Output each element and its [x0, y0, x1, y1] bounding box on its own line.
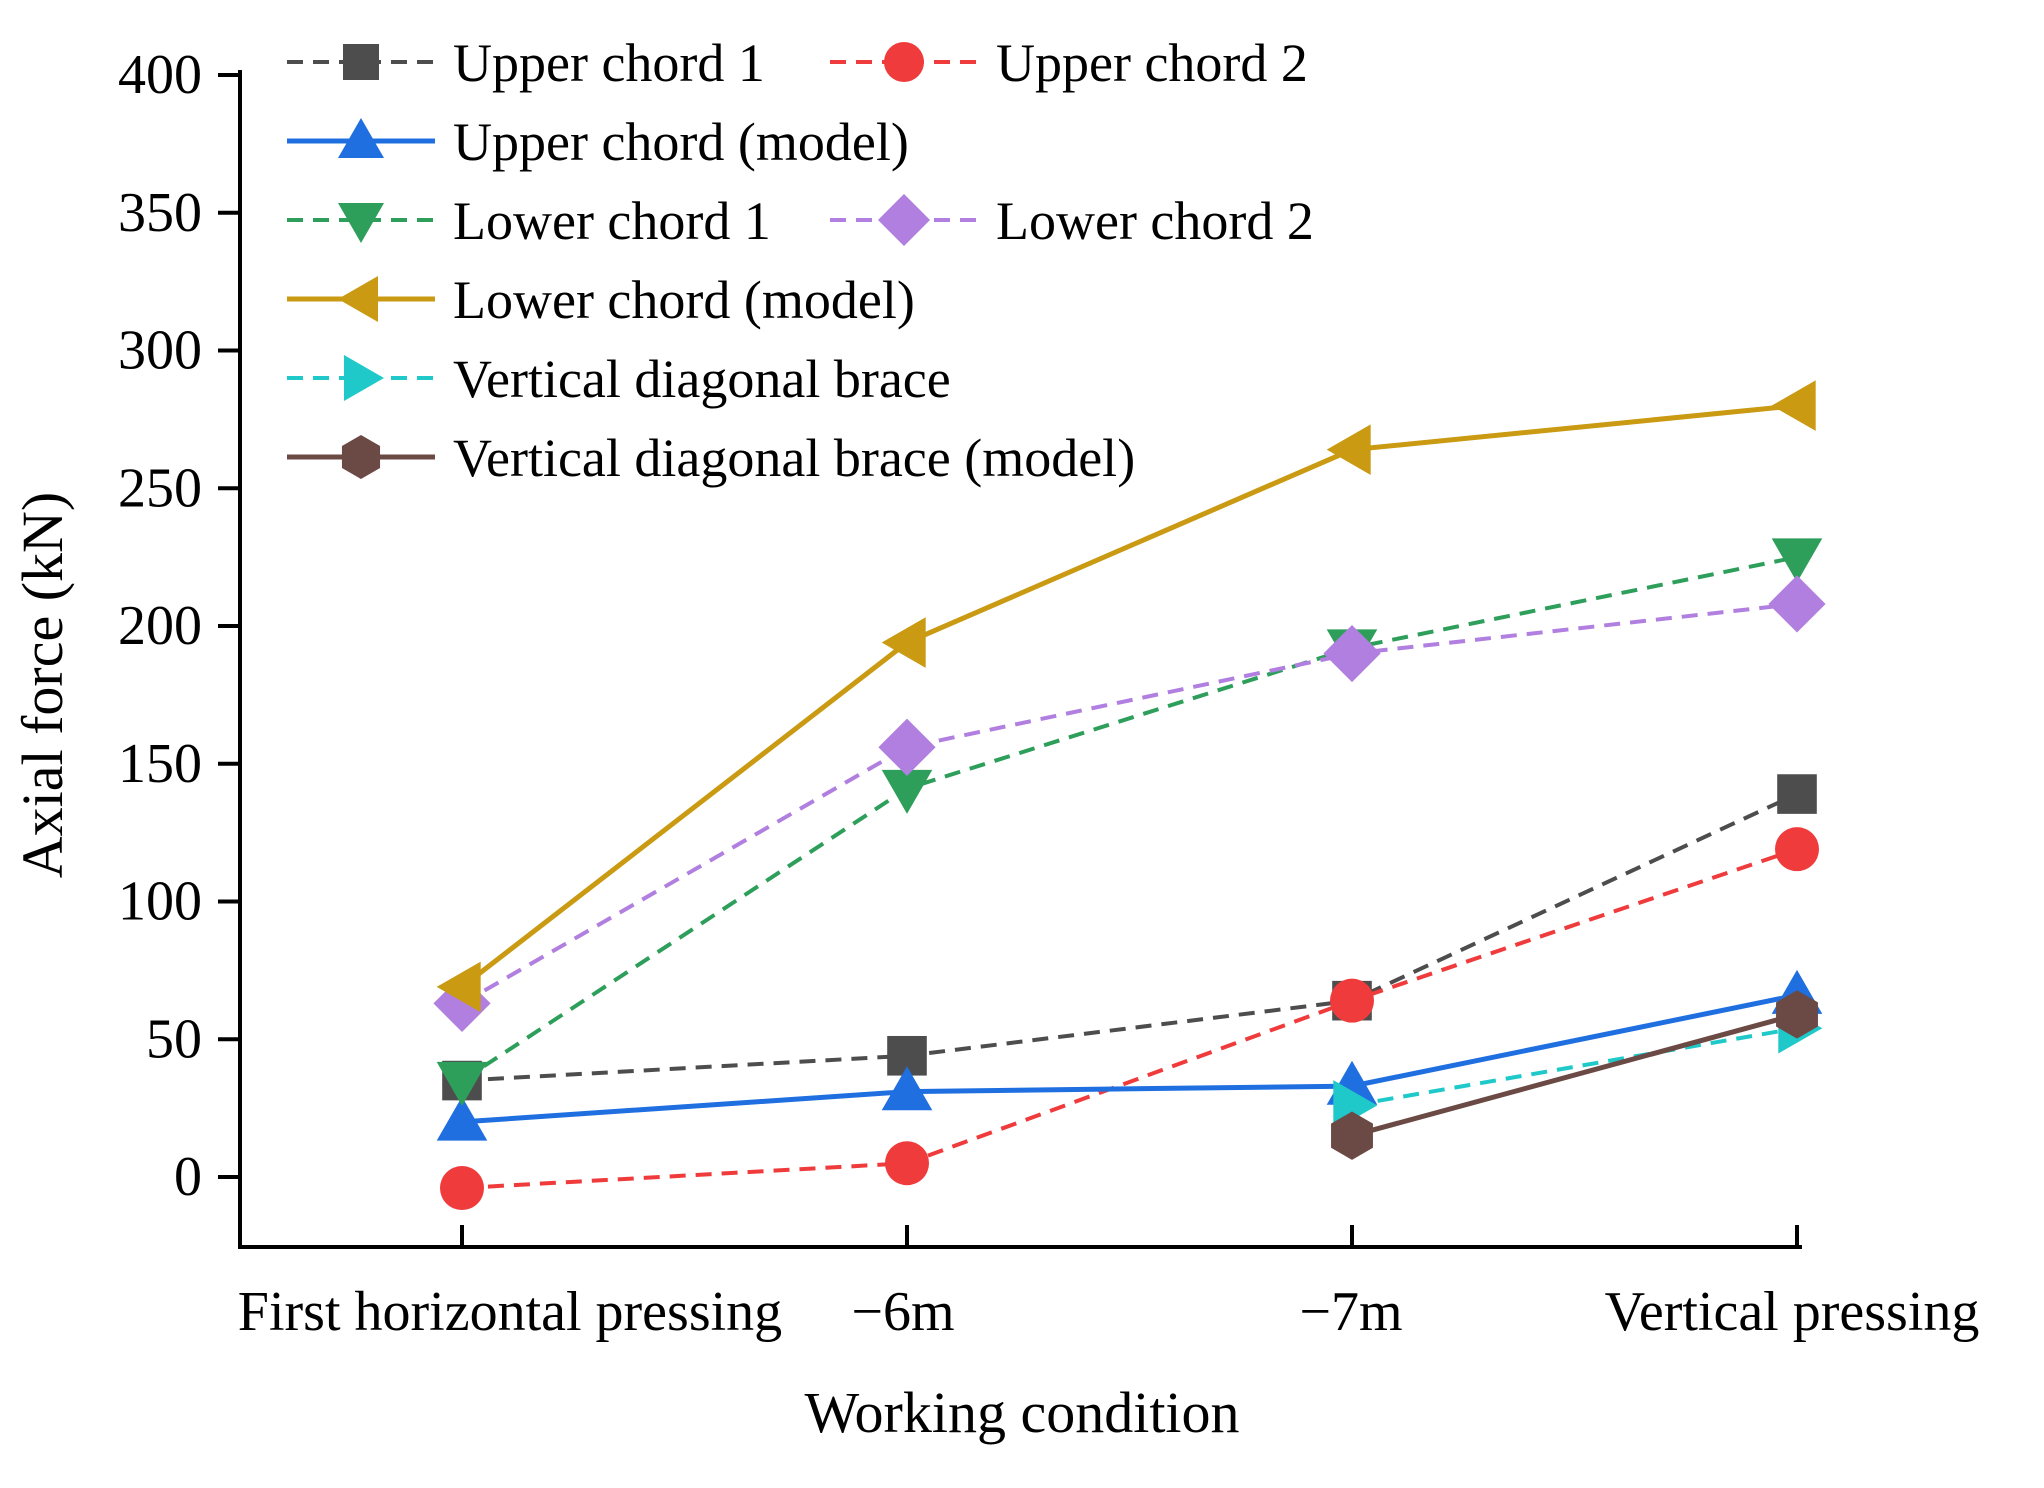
series-line: [461, 847, 1798, 1191]
legend-item: Lower chord (model): [287, 270, 915, 330]
x-tick-label: −6m: [851, 1281, 954, 1343]
legend-item: Vertical diagonal brace: [287, 349, 951, 409]
series-lower-chord-model-: [436, 380, 1816, 1013]
series-layer: [433, 380, 1826, 1211]
marker-square: [1777, 774, 1817, 814]
series-upper-chord-2: [440, 827, 1819, 1211]
series-line: [461, 601, 1798, 1006]
marker-hexagon: [1776, 990, 1818, 1039]
marker-hexagon: [341, 435, 381, 479]
marker-triangle-left: [1771, 380, 1816, 431]
marker-circle: [1330, 978, 1374, 1023]
series-line: [1351, 1012, 1798, 1139]
series-line: [460, 403, 1798, 989]
marker-circle: [1775, 827, 1819, 872]
legend-item: Upper chord 1: [287, 33, 765, 93]
x-tick-label: −7m: [1299, 1281, 1402, 1343]
x-tick-label: First horizontal pressing: [238, 1281, 782, 1343]
series-line: [1351, 1026, 1798, 1108]
legend: Upper chord 1 Upper chord 2 Upper chord (m…: [287, 33, 1314, 488]
marker-triangle-left: [436, 961, 481, 1013]
marker-triangle-down: [1771, 538, 1823, 583]
marker-circle: [885, 1141, 929, 1186]
marker-circle: [440, 1166, 484, 1211]
axes: 0 50 100 150 200 250 300 350 400 First horizontal…: [118, 44, 1979, 1343]
y-tick-label: 350: [118, 182, 202, 244]
y-tick-label: 0: [174, 1146, 202, 1208]
legend-item: Lower chord 2: [830, 191, 1314, 251]
legend-item: Lower chord 1: [287, 191, 771, 251]
series-line: [460, 555, 1798, 1083]
marker-circle: [884, 42, 924, 82]
legend-item: Vertical diagonal brace (model): [287, 428, 1135, 488]
legend-label: Lower chord 2: [996, 191, 1314, 251]
legend-label: Vertical diagonal brace: [453, 349, 951, 409]
marker-diamond: [878, 718, 936, 776]
legend-item: Upper chord 2: [830, 33, 1308, 93]
legend-label: Upper chord 2: [996, 33, 1308, 93]
x-tick-label: Vertical pressing: [1605, 1281, 1980, 1343]
marker-triangle-left: [881, 617, 926, 668]
y-axis-title: Axial force (kN): [10, 492, 75, 879]
marker-triangle-up: [881, 1066, 933, 1111]
marker-triangle-down: [338, 203, 384, 243]
legend-label: Upper chord (model): [453, 112, 909, 172]
y-tick-label: 150: [118, 733, 202, 795]
marker-triangle-left: [1326, 424, 1371, 475]
marker-triangle-down: [436, 1061, 488, 1106]
marker-diamond: [1768, 575, 1826, 633]
marker-square: [343, 44, 379, 80]
marker-triangle-up: [338, 118, 384, 158]
marker-diamond: [878, 194, 930, 246]
y-tick-label: 100: [118, 871, 202, 933]
marker-triangle-up: [436, 1096, 488, 1141]
marker-hexagon: [1331, 1111, 1373, 1160]
legend-label: Lower chord 1: [453, 191, 771, 251]
series-vertical-diagonal-brace: [1333, 1002, 1823, 1131]
series-line: [461, 992, 1798, 1125]
legend-item: Upper chord (model): [287, 112, 909, 172]
legend-label: Vertical diagonal brace (model): [453, 428, 1135, 488]
marker-triangle-right: [344, 355, 384, 401]
y-tick-label: 50: [146, 1008, 202, 1070]
marker-diamond: [1323, 624, 1381, 683]
x-axis-title: Working condition: [804, 1380, 1239, 1445]
y-tick-label: 250: [118, 457, 202, 519]
marker-triangle-left: [338, 276, 378, 322]
y-tick-label: 200: [118, 595, 202, 657]
series-vertical-diagonal-brace-model-: [1331, 990, 1818, 1160]
series-line: [461, 792, 1798, 1083]
series-upper-chord-1: [442, 774, 1817, 1101]
legend-label: Upper chord 1: [453, 33, 765, 93]
series-upper-chord-model-: [436, 969, 1823, 1141]
y-tick-label: 300: [118, 320, 202, 382]
legend-label: Lower chord (model): [453, 270, 915, 330]
marker-triangle-down: [881, 769, 933, 814]
y-tick-label: 400: [118, 44, 202, 106]
